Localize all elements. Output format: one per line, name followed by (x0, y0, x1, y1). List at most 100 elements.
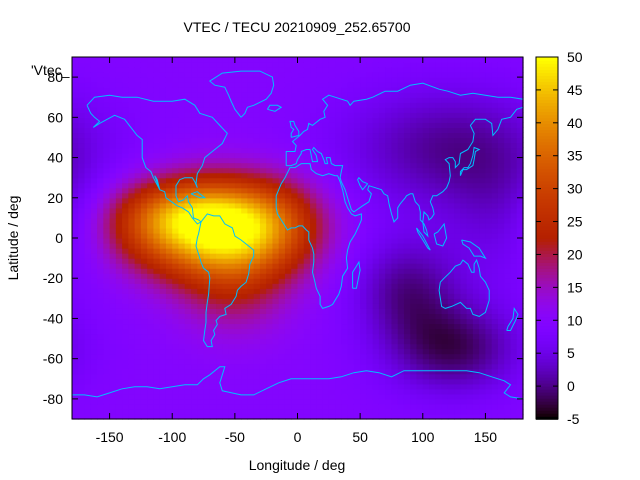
heatmap-cell (360, 283, 367, 289)
heatmap-cell (316, 318, 324, 325)
heatmap-cell (291, 338, 299, 345)
heatmap-cell (97, 253, 104, 259)
heatmap-cell (335, 207, 342, 214)
heatmap-cell (303, 217, 311, 224)
heatmap-cell (203, 182, 211, 189)
heatmap-cell (316, 413, 324, 420)
heatmap-cell (278, 348, 286, 355)
heatmap-cell (266, 313, 274, 320)
heatmap-cell (253, 363, 261, 370)
heatmap-cell (454, 57, 461, 63)
heatmap-cell (410, 408, 418, 415)
heatmap-cell (372, 107, 380, 113)
heatmap-cell (103, 238, 111, 244)
heatmap-cell (103, 363, 111, 370)
heatmap-cell (197, 137, 205, 144)
heatmap-cell (272, 87, 280, 93)
heatmap-cell (122, 202, 129, 209)
heatmap-cell (115, 72, 123, 78)
heatmap-cell (385, 333, 393, 340)
heatmap-cell (497, 127, 505, 134)
heatmap-cell (328, 248, 336, 254)
heatmap-cell (447, 318, 455, 325)
heatmap-cell (297, 147, 305, 154)
heatmap-cell (422, 338, 430, 345)
heatmap-cell (410, 57, 418, 63)
heatmap-cell (147, 368, 155, 375)
heatmap-cell (485, 72, 493, 78)
heatmap-cell (247, 107, 255, 113)
heatmap-cell (422, 87, 430, 93)
heatmap-cell (454, 258, 461, 264)
heatmap-cell (385, 132, 393, 139)
heatmap-cell (203, 97, 211, 103)
heatmap-cell (178, 353, 186, 360)
heatmap-cell (410, 127, 418, 134)
heatmap-cell (234, 197, 242, 204)
heatmap-cell (479, 157, 487, 164)
heatmap-cell (197, 157, 205, 164)
heatmap-cell (128, 363, 136, 370)
heatmap-cell (353, 142, 361, 149)
heatmap-cell (366, 303, 374, 309)
heatmap-cell (391, 348, 399, 355)
heatmap-cell (316, 303, 324, 309)
heatmap-cell (291, 57, 299, 63)
heatmap-cell (385, 187, 393, 194)
heatmap-cell (234, 373, 242, 380)
heatmap-cell (366, 82, 374, 88)
heatmap-cell (504, 373, 512, 380)
heatmap-cell (278, 308, 286, 315)
heatmap-cell (316, 263, 324, 269)
heatmap-cell (347, 293, 355, 299)
heatmap-cell (472, 333, 480, 340)
heatmap-cell (128, 187, 136, 194)
heatmap-cell (422, 328, 430, 335)
heatmap-cell (184, 338, 192, 345)
heatmap-cell (78, 353, 86, 360)
heatmap-cell (140, 117, 148, 123)
heatmap-cell (454, 142, 461, 149)
heatmap-cell (159, 243, 167, 249)
heatmap-cell (84, 147, 92, 154)
heatmap-cell (291, 258, 299, 264)
heatmap-cell (253, 238, 261, 244)
heatmap-cell (284, 62, 292, 68)
heatmap-cell (385, 122, 393, 128)
heatmap-cell (422, 278, 430, 284)
heatmap-cell (429, 408, 436, 415)
heatmap-cell (454, 333, 461, 340)
heatmap-cell (322, 222, 330, 229)
heatmap-cell (466, 117, 474, 123)
heatmap-cell (310, 202, 317, 209)
heatmap-cell (316, 393, 324, 400)
heatmap-cell (122, 92, 129, 98)
heatmap-cell (372, 278, 380, 284)
heatmap-cell (353, 232, 361, 239)
heatmap-cell (322, 368, 330, 375)
heatmap-cell (422, 122, 430, 128)
heatmap-cell (341, 117, 349, 123)
heatmap-cell (353, 358, 361, 365)
heatmap-cell (297, 393, 305, 400)
heatmap-cell (228, 232, 236, 239)
heatmap-cell (435, 263, 443, 269)
heatmap-cell (335, 283, 342, 289)
heatmap-cell (178, 298, 186, 304)
heatmap-cell (353, 67, 361, 73)
heatmap-cell (165, 348, 173, 355)
heatmap-cell (115, 328, 123, 335)
heatmap-cell (422, 192, 430, 199)
heatmap-cell (266, 403, 274, 410)
heatmap-cell (197, 197, 205, 204)
heatmap-cell (410, 72, 418, 78)
heatmap-cell (410, 132, 418, 139)
heatmap-cell (291, 363, 299, 370)
heatmap-cell (178, 398, 186, 405)
heatmap-cell (222, 232, 230, 239)
heatmap-cell (460, 82, 468, 88)
heatmap-cell (397, 142, 405, 149)
heatmap-cell (378, 368, 386, 375)
heatmap-cell (97, 182, 104, 189)
heatmap-cell (385, 298, 393, 304)
